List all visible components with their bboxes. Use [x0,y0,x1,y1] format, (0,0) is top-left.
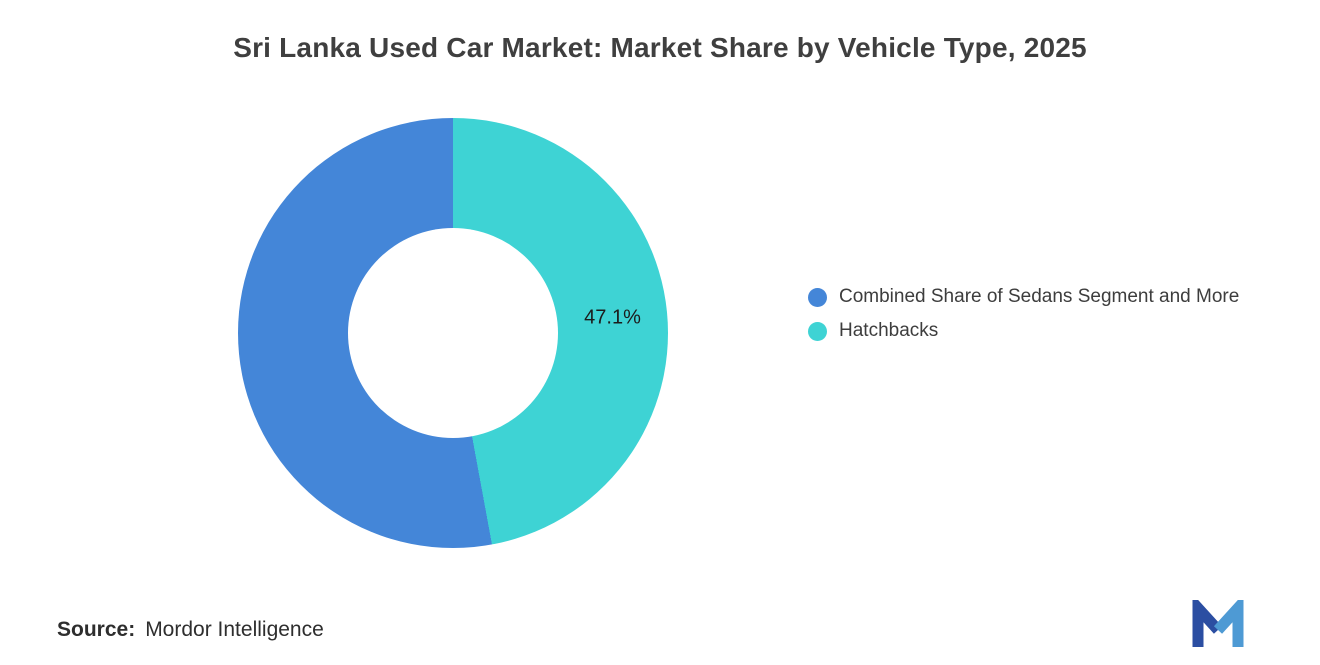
legend-item-hatchbacks[interactable]: Hatchbacks [808,318,1239,344]
legend-item-sedans[interactable]: Combined Share of Sedans Segment and Mor… [808,284,1239,310]
legend: Combined Share of Sedans Segment and Mor… [808,284,1239,352]
legend-swatch-hatchbacks [808,321,827,341]
slice-label-hatchbacks: 47.1% [584,306,641,329]
legend-label-sedans: Combined Share of Sedans Segment and Mor… [839,286,1240,307]
chart-title: Sri Lanka Used Car Market: Market Share … [233,32,1087,63]
source-label: Source: [57,618,136,641]
donut-chart: 47.1% [238,118,668,548]
source-line: Source: Mordor Intelligence [57,618,324,642]
mordor-logo [1192,600,1244,647]
source-value: Mordor Intelligence [145,618,324,641]
legend-label-hatchbacks: Hatchbacks [839,320,939,341]
donut-hole [348,228,558,438]
legend-swatch-sedans [808,287,827,307]
